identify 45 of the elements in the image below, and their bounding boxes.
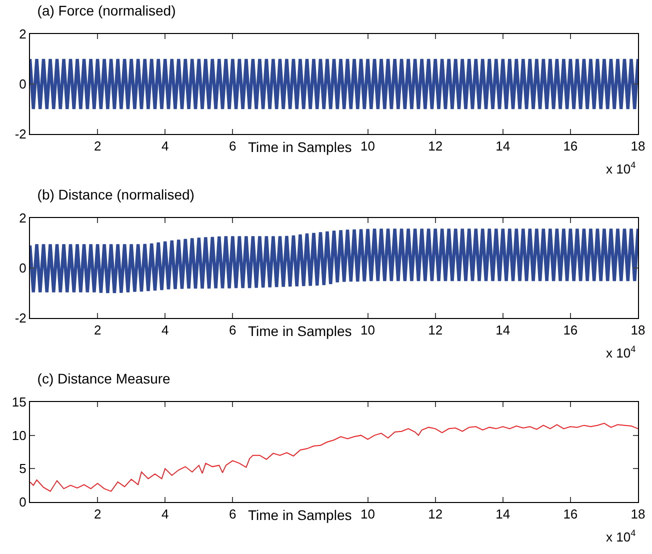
x-tick-label: 12	[428, 322, 443, 338]
y-tick-label: -2	[14, 310, 26, 326]
y-tick-label: 0	[19, 260, 26, 276]
y-tick-label: 0	[19, 494, 26, 510]
x-tick-label: 18	[630, 138, 646, 154]
x-axis-title: Time in Samples	[248, 139, 352, 155]
x-tick-label: 6	[229, 138, 236, 154]
x-tick-label: 10	[360, 138, 376, 154]
x-tick-label: 16	[563, 322, 578, 338]
x-tick-label: 14	[496, 506, 510, 522]
x-tick-label: 4	[161, 322, 169, 338]
x-tick-label: 2	[94, 138, 102, 154]
x-tick-label: 2	[94, 322, 102, 338]
y-tick-label: 15	[12, 394, 26, 410]
x-tick-label: 14	[496, 322, 510, 338]
chart-title: (b) Distance (normalised)	[37, 186, 194, 202]
y-tick-label: 10	[12, 428, 26, 443]
chart-title: (a) Force (normalised)	[37, 2, 176, 18]
text: x 10$^{4}$	[606, 344, 636, 360]
text: x 10$^{4}$	[606, 160, 636, 176]
x-tick-label: 10	[360, 322, 376, 338]
x-tick-label: 4	[161, 506, 169, 522]
x-tick-label: 14	[496, 138, 510, 154]
x-tick-label: 6	[229, 322, 236, 338]
chart-title: (c) Distance Measure	[37, 370, 171, 386]
x-tick-label: 16	[563, 138, 578, 154]
x-tick-label: 6	[229, 506, 236, 522]
y-tick-label: -2	[14, 126, 26, 142]
x-axis-title: Time in Samples	[248, 507, 352, 523]
line-series	[30, 227, 638, 295]
x-tick-label: 16	[563, 506, 578, 522]
x-tick-label: 18	[630, 506, 646, 522]
line-series	[30, 422, 638, 492]
x-axis-title: Time in Samples	[248, 323, 352, 339]
x-tick-label: 2	[94, 506, 102, 522]
y-tick-label: 5	[19, 461, 26, 476]
x-tick-label: 12	[428, 138, 443, 154]
x-tick-label: 10	[360, 506, 376, 522]
x-tick-label: 18	[630, 322, 646, 338]
x-tick-label: 12	[428, 506, 443, 522]
y-tick-label: 0	[19, 76, 26, 92]
text: x 10$^{4}$	[606, 528, 636, 544]
y-tick-label: 2	[19, 26, 26, 42]
y-tick-label: 2	[19, 210, 26, 226]
x-tick-label: 4	[161, 138, 169, 154]
